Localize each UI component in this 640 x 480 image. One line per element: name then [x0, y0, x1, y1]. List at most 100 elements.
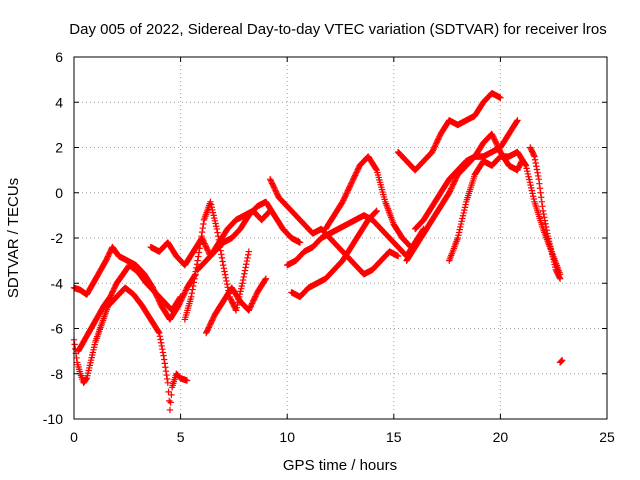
data-point [493, 140, 500, 147]
data-point [243, 257, 251, 265]
data-point [342, 191, 350, 199]
data-point [459, 215, 466, 222]
x-tick-label: 15 [386, 429, 402, 445]
data-point [351, 173, 358, 180]
data-point [343, 190, 350, 197]
data-point [538, 194, 545, 201]
data-point [218, 254, 226, 262]
data-point [182, 287, 189, 294]
data-point [204, 247, 212, 254]
data-point [541, 214, 548, 221]
data-point [372, 209, 379, 216]
data-point [495, 144, 502, 152]
y-tick-label: 0 [55, 185, 63, 201]
data-point [267, 177, 274, 184]
data-point [347, 181, 354, 189]
data-point [534, 172, 542, 180]
data-point [394, 252, 402, 260]
data-point [539, 207, 547, 215]
x-tick-label: 0 [70, 429, 78, 445]
data-point [160, 356, 168, 363]
data-point [248, 300, 256, 307]
data-point [448, 183, 456, 191]
data-point [268, 180, 276, 187]
series-trace-r [556, 356, 566, 366]
data-point [355, 165, 362, 172]
data-point [540, 210, 547, 218]
data-point [244, 251, 252, 258]
data-point [430, 144, 438, 152]
data-point [558, 357, 565, 365]
data-point [406, 242, 413, 249]
data-point [530, 195, 538, 203]
data-point [353, 167, 361, 175]
plot-frame [73, 56, 608, 420]
data-point [535, 175, 542, 183]
data-point [373, 207, 380, 215]
x-tick-label: 5 [177, 429, 185, 445]
data-point [522, 162, 530, 169]
data-point [219, 258, 226, 265]
data-point [268, 178, 275, 186]
data-point [251, 294, 258, 302]
data-point [210, 314, 217, 321]
data-point [533, 166, 541, 173]
grid [74, 57, 607, 419]
series-trace-n [403, 153, 479, 264]
data-point [189, 286, 196, 293]
data-point [207, 320, 214, 327]
data-point [494, 143, 501, 150]
data-point [181, 290, 188, 297]
data-point [208, 318, 215, 326]
series-trace-k [322, 153, 415, 251]
data-point [534, 169, 541, 176]
series-trace-g [202, 275, 270, 337]
data-point [176, 294, 184, 302]
series-trace-m [411, 117, 521, 233]
data-point [166, 406, 174, 414]
data-point [198, 228, 206, 236]
data-point [459, 212, 467, 219]
data-point [533, 163, 540, 170]
data-point [250, 297, 257, 304]
data-point [206, 321, 214, 328]
data-point [491, 137, 499, 145]
data-point [490, 134, 498, 142]
data-point [239, 276, 247, 284]
data-point [455, 229, 463, 236]
data-point [245, 307, 253, 314]
data-point [523, 165, 530, 172]
data-point [274, 191, 281, 198]
data-point [450, 179, 458, 187]
data-point [221, 271, 229, 278]
data-point [161, 360, 168, 367]
y-tick-label: -4 [51, 275, 64, 291]
series-trace-c [75, 261, 184, 355]
data-point [539, 203, 546, 210]
data-point [215, 236, 222, 244]
x-tick-label: 20 [493, 429, 509, 445]
data-point [461, 204, 469, 211]
data-point [491, 136, 498, 143]
data-point [557, 358, 565, 365]
data-point [517, 159, 525, 166]
data-point [536, 185, 544, 192]
data-point [537, 189, 544, 196]
data-point [248, 301, 255, 309]
data-point [246, 304, 254, 311]
data-point [240, 273, 247, 281]
data-point [159, 349, 167, 356]
data-point [188, 293, 195, 301]
data-point [543, 227, 550, 234]
data-point [183, 377, 191, 384]
data-point [82, 375, 90, 383]
y-tick-label: 6 [55, 49, 63, 65]
data-point [157, 339, 165, 346]
data-point [243, 261, 250, 268]
data-point [266, 175, 274, 183]
data-point [344, 187, 352, 194]
series-trace-j [288, 207, 380, 301]
data-point [344, 188, 351, 196]
data-point [201, 240, 208, 247]
x-tick-label: 25 [599, 429, 615, 445]
